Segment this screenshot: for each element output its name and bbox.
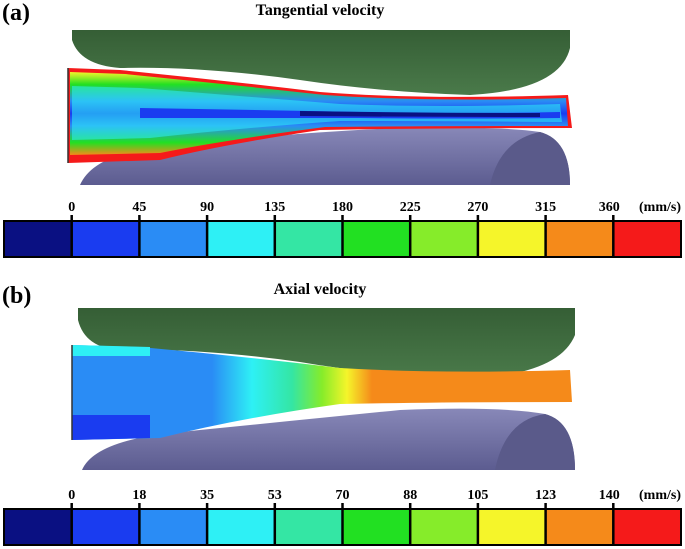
colorbar-a-tick-label-5: 225 <box>400 200 421 215</box>
panel-a-label: (a) <box>2 0 30 26</box>
colorbar-a-tick-label-6: 270 <box>467 200 488 215</box>
colorbar-a-unit: (mm/s) <box>639 200 681 215</box>
billet-b-body <box>72 345 572 440</box>
panel-a-rolls <box>72 30 570 185</box>
colorbar-b: 0 18 35 53 70 88 105 123 140 (mm/s) <box>3 488 682 546</box>
colorbar-b-tick-label-0: 0 <box>68 488 75 503</box>
bottom-roll-b <box>82 408 575 470</box>
colorbar-a-tick-label-1: 45 <box>132 200 146 215</box>
billet-b-dark-zone <box>72 415 150 440</box>
colorbar-a-swatch-7 <box>477 220 547 258</box>
panel-b-title: Axial velocity <box>273 281 367 298</box>
colorbar-b-swatch-2 <box>138 508 208 546</box>
colorbar-b-swatch-1 <box>71 508 140 546</box>
panel-b-label: (b) <box>2 283 32 309</box>
colorbar-b-swatch-8 <box>545 508 614 546</box>
billet-a-core-dark <box>300 111 540 117</box>
colorbar-b-tick-label-3: 53 <box>268 488 282 503</box>
colorbar-b-swatch-9 <box>612 508 682 546</box>
colorbar-b-tick-label-8: 140 <box>599 488 620 503</box>
colorbar-a-tick-label-8: 360 <box>599 200 620 215</box>
colorbar-b-swatch-4 <box>274 508 343 546</box>
top-roll-b <box>78 308 575 378</box>
colorbar-b-swatch-3 <box>206 508 276 546</box>
top-roll-a <box>72 30 570 95</box>
colorbar-a-swatch-3 <box>206 220 276 258</box>
colorbar-a-swatch-6 <box>409 220 479 258</box>
bottom-roll-b-shade <box>495 414 575 470</box>
colorbar-b-tick-label-4: 70 <box>336 488 350 503</box>
colorbar-a-swatch-5 <box>342 220 411 258</box>
colorbar-b-swatch-7 <box>477 508 547 546</box>
colorbar-a-swatch-4 <box>274 220 343 258</box>
panel-b-rolls <box>78 308 575 470</box>
colorbar-b-tick-label-7: 123 <box>535 488 556 503</box>
colorbar-b-tick-label-1: 18 <box>132 488 146 503</box>
colorbar-b-tick-label-2: 35 <box>200 488 214 503</box>
colorbar-a-tick-label-3: 135 <box>264 200 285 215</box>
colorbar-a-tick-label-2: 90 <box>200 200 214 215</box>
bottom-roll-a-shade <box>490 132 570 185</box>
billet-b-cyan-edge <box>72 345 150 356</box>
bottom-roll-a <box>80 127 570 185</box>
panel-a-title: Tangential velocity <box>255 2 385 19</box>
colorbar-a-swatch-8 <box>545 220 614 258</box>
colorbar-a: 0 45 90 135 180 225 270 315 360 (mm/s) <box>3 200 682 258</box>
colorbar-b-swatch-6 <box>409 508 479 546</box>
colorbar-a-tick-label-4: 180 <box>332 200 353 215</box>
colorbar-b-tick-label-5: 88 <box>403 488 417 503</box>
colorbar-a-swatch-2 <box>138 220 208 258</box>
colorbar-a-swatch-9 <box>612 220 682 258</box>
colorbar-a-tick-label-7: 315 <box>535 200 556 215</box>
colorbar-b-swatch-5 <box>342 508 411 546</box>
colorbar-a-tick-label-0: 0 <box>68 200 75 215</box>
colorbar-b-unit: (mm/s) <box>639 488 681 503</box>
colorbar-a-swatch-0 <box>3 220 73 258</box>
panel-a-billet <box>67 68 572 163</box>
panel-b-billet <box>71 345 572 440</box>
colorbar-a-swatch-1 <box>71 220 140 258</box>
colorbar-b-swatch-0 <box>3 508 73 546</box>
colorbar-b-tick-label-6: 105 <box>467 488 488 503</box>
